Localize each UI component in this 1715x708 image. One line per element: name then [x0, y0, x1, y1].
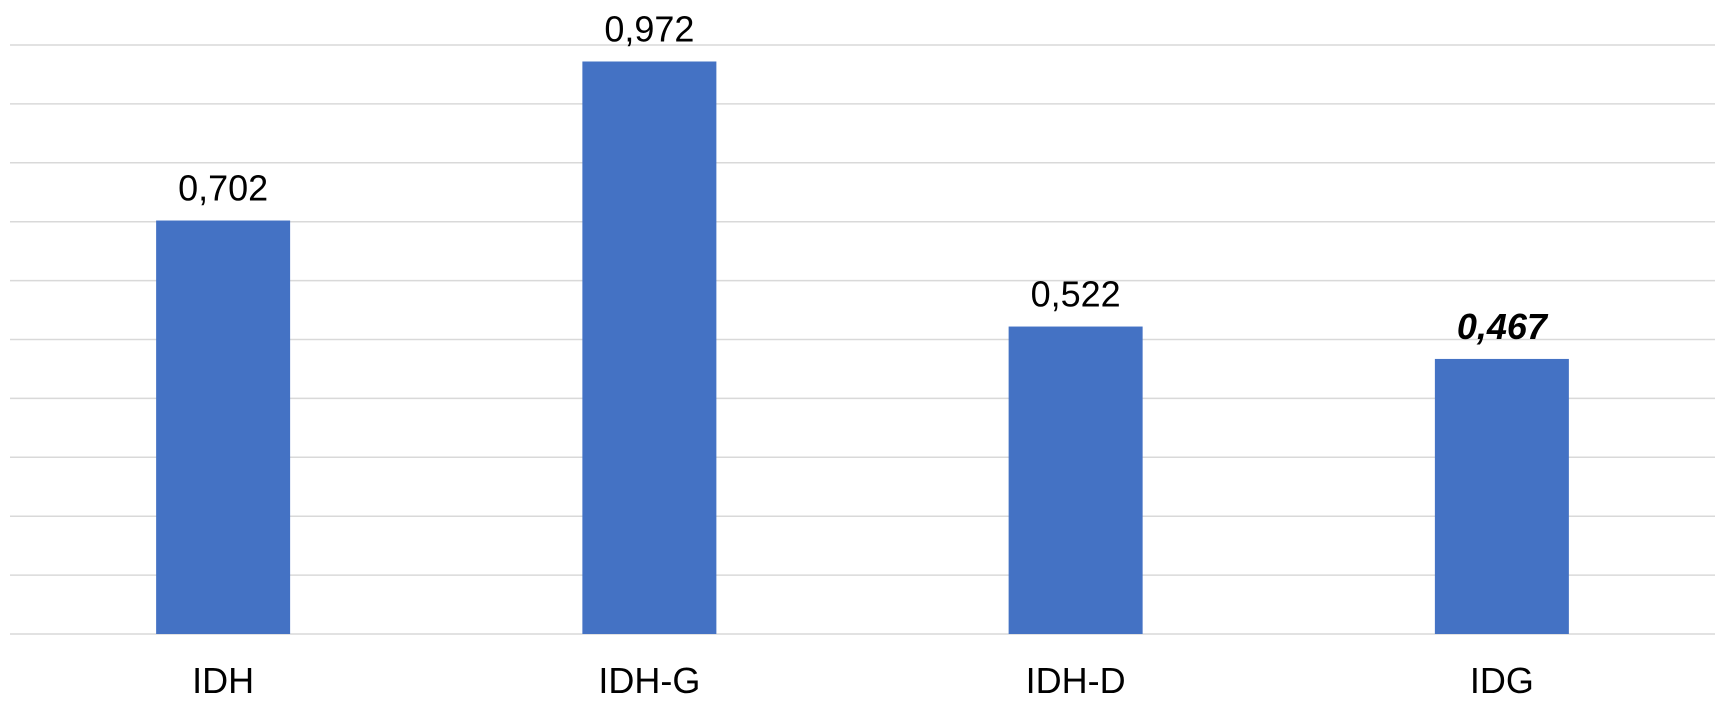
x-tick-label-idh-g: IDH-G [598, 660, 700, 701]
gridlines [10, 44, 1715, 635]
data-label-idh: 0,702 [178, 168, 268, 209]
data-label-idh-d: 0,522 [1031, 274, 1121, 315]
bar-idh-g [582, 61, 717, 634]
bar-idh-d [1008, 326, 1143, 634]
x-tick-label-idh: IDH [192, 660, 254, 701]
data-label-idh-g: 0,972 [604, 8, 694, 49]
x-tick-label-idg: IDG [1470, 660, 1534, 701]
data-labels: 0,702 0,972 0,522 0,467 [178, 8, 1549, 346]
x-axis-tick-labels: IDH IDH-G IDH-D IDG [192, 660, 1534, 701]
bars [156, 61, 1569, 634]
bar-idg [1434, 358, 1569, 634]
bar-idh [156, 220, 291, 634]
data-label-idg: 0,467 [1457, 306, 1549, 347]
x-tick-label-idh-d: IDH-D [1026, 660, 1126, 701]
